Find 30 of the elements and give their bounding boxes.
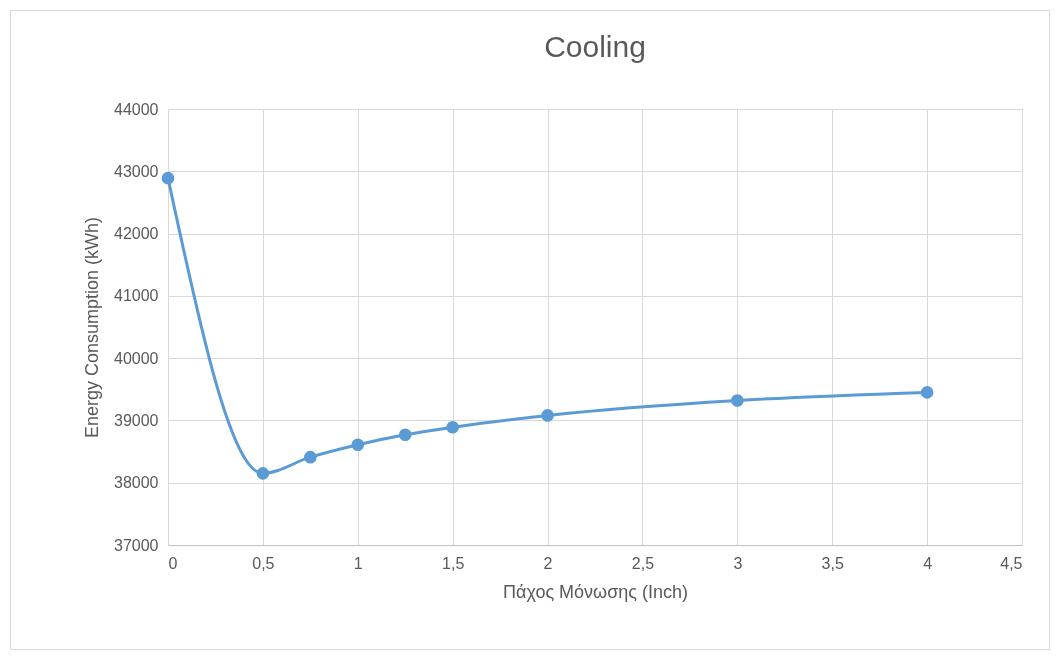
x-tick-label: 1	[353, 554, 363, 572]
x-tick-label: 3,5	[821, 554, 844, 572]
chart-title: Cooling	[544, 30, 646, 63]
point	[351, 438, 365, 452]
x-tick-label: 2,5	[631, 554, 655, 572]
point	[731, 394, 744, 407]
x-tick-label: 0	[168, 554, 178, 572]
y-tick-label: 40000	[114, 349, 159, 367]
y-tick-label: 44000	[114, 100, 159, 118]
y-tick-label: 37000	[114, 536, 159, 554]
x-axis-title: Πάχος Μόνωσης (Inch)	[503, 581, 688, 602]
y-tick-label: 38000	[114, 474, 159, 492]
point	[920, 386, 934, 399]
y-tick-label: 42000	[114, 225, 159, 243]
point	[256, 467, 270, 480]
y-tick-label: 39000	[114, 411, 159, 429]
x-tick-label: 3	[733, 554, 743, 572]
point	[541, 409, 554, 422]
point	[304, 450, 317, 464]
point	[398, 428, 412, 442]
y-tick-label: 41000	[114, 287, 159, 305]
x-tick-label: 4	[923, 554, 933, 572]
y-axis-title: Energy Consumption (kWh)	[82, 216, 103, 439]
x-tick-label: 4,5	[1000, 554, 1023, 572]
y-tick-label: 43000	[114, 162, 159, 180]
x-tick-label: 0,5	[252, 554, 275, 572]
point	[446, 420, 459, 434]
x-tick-label: 1,5	[442, 554, 465, 572]
x-tick-label: 2	[543, 554, 553, 572]
point	[161, 171, 175, 185]
